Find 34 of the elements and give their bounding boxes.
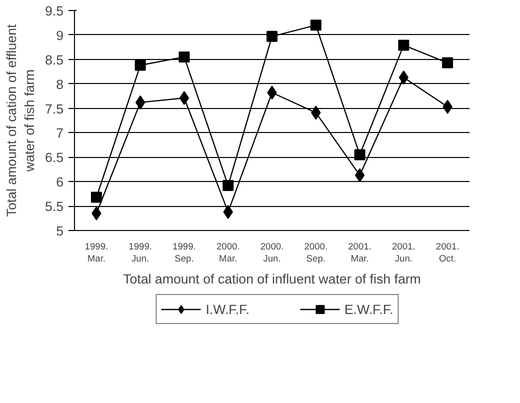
y-tick-label: 5 (56, 224, 64, 238)
x-tick-label: 1999. Jun. (128, 242, 152, 264)
point (442, 57, 454, 68)
x-tick-label: 1999. Mar. (84, 242, 108, 264)
legend-label: I.W.F.F. (206, 302, 250, 316)
x-tick-label: 2000. Jun. (260, 242, 284, 264)
y-tick-label: 8 (56, 76, 64, 92)
y-tick-label: 9 (56, 28, 64, 43)
point (310, 20, 322, 31)
point (134, 60, 146, 71)
point (354, 168, 365, 182)
y-tick-label: 7.5 (44, 101, 64, 116)
y-tick-label: 8.5 (44, 52, 64, 68)
point (178, 51, 190, 62)
point (222, 180, 234, 192)
point (266, 30, 278, 42)
y-tick-label: 5.5 (44, 199, 64, 214)
y-tick-label: 6.5 (44, 150, 64, 166)
point (398, 40, 410, 51)
y-axis-title: Total amount of cation of effluent water of fish farm (4, 24, 37, 217)
point (90, 192, 102, 203)
x-axis-title: Total amount of cation of influent water of fish farm (123, 272, 421, 286)
y-tick-label: 9.5 (44, 4, 64, 18)
x-tick-label: 2001. Oct. (436, 242, 460, 264)
x-tick-label: 2000. Mar. (216, 242, 240, 264)
y-tick-label: 7 (56, 126, 64, 141)
point (354, 149, 366, 160)
x-tick-label: 1999. Sep. (172, 242, 196, 264)
x-tick-label: 2001. Mar. (348, 242, 372, 264)
point (179, 91, 190, 106)
legend-label: E.W.F.F. (344, 302, 394, 316)
x-tick-label: 2001. Jun. (392, 242, 416, 264)
y-tick-label: 6 (56, 174, 64, 190)
x-tick-label: 2000. Sep. (304, 242, 328, 264)
